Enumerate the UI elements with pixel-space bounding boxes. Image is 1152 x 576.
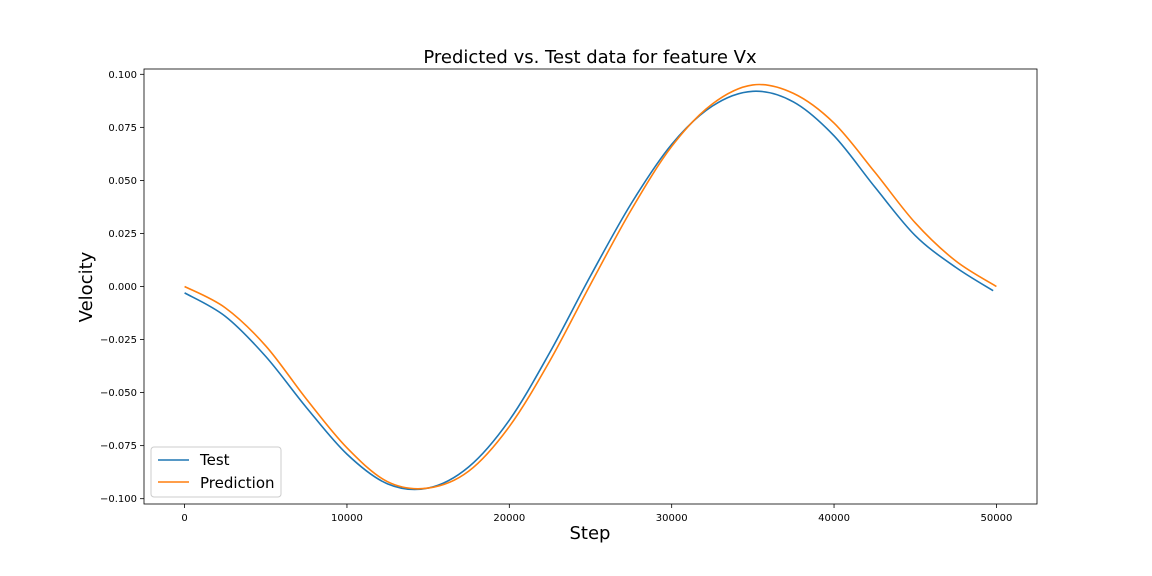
x-axis: 0 10000 20000 30000 40000 50000	[181, 504, 1012, 524]
y-tick-label: 0.000	[108, 282, 137, 293]
legend: Test Prediction	[150, 446, 282, 498]
legend-label-test: Test	[199, 451, 230, 469]
x-tick-label: 10000	[331, 513, 363, 524]
y-tick-label: −0.050	[100, 388, 137, 399]
x-tick-label: 0	[181, 513, 187, 524]
x-tick-label: 20000	[493, 513, 525, 524]
plot-area	[143, 68, 1038, 505]
chart-title: Predicted vs. Test data for feature Vx	[423, 47, 757, 68]
x-tick-label: 50000	[981, 513, 1013, 524]
x-axis-label: Step	[570, 523, 611, 544]
y-tick-label: 0.025	[108, 229, 137, 240]
y-tick-label: 0.100	[108, 70, 137, 81]
series-lines	[184, 83, 997, 491]
legend-label-prediction: Prediction	[200, 474, 275, 492]
x-tick-label: 30000	[656, 513, 688, 524]
y-tick-label: −0.100	[100, 494, 137, 505]
series-line-test	[184, 90, 994, 491]
y-axis: −0.100 −0.075 −0.050 −0.025 0.000 0.025 0.050 0…	[100, 70, 144, 505]
y-tick-label: −0.025	[100, 335, 137, 346]
x-tick-label: 40000	[818, 513, 850, 524]
y-axis-label: Velocity	[76, 251, 97, 322]
y-tick-label: 0.050	[108, 176, 137, 187]
y-tick-label: 0.075	[108, 123, 137, 134]
y-tick-label: −0.075	[100, 441, 137, 452]
series-line-prediction	[184, 83, 997, 490]
